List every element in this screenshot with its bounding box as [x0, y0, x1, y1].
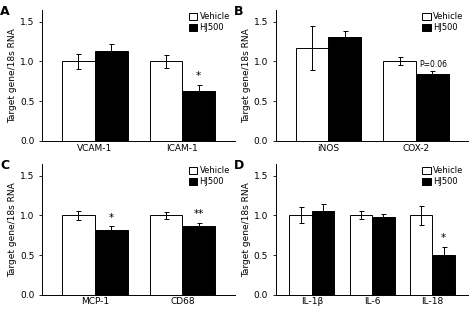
Legend: Vehicle, HJ500: Vehicle, HJ500: [421, 165, 464, 187]
Bar: [150, 215, 182, 295]
Text: D: D: [233, 158, 244, 172]
Bar: [182, 91, 215, 141]
Text: *: *: [441, 233, 446, 243]
Bar: [432, 255, 455, 295]
Text: C: C: [0, 158, 9, 172]
Text: *: *: [109, 212, 114, 222]
Text: **: **: [193, 209, 204, 219]
Legend: Vehicle, HJ500: Vehicle, HJ500: [188, 12, 231, 33]
Bar: [350, 215, 372, 295]
Bar: [296, 48, 328, 141]
Bar: [62, 61, 95, 141]
Text: *: *: [196, 71, 201, 81]
Y-axis label: Target gene/18s RNA: Target gene/18s RNA: [242, 182, 251, 277]
Bar: [328, 37, 361, 141]
Y-axis label: Target gene/18s RNA: Target gene/18s RNA: [242, 28, 251, 123]
Bar: [182, 226, 215, 295]
Text: B: B: [233, 5, 243, 18]
Bar: [290, 215, 312, 295]
Legend: Vehicle, HJ500: Vehicle, HJ500: [421, 12, 464, 33]
Y-axis label: Target gene/18s RNA: Target gene/18s RNA: [9, 28, 18, 123]
Legend: Vehicle, HJ500: Vehicle, HJ500: [188, 165, 231, 187]
Bar: [150, 61, 182, 141]
Bar: [416, 74, 448, 141]
Text: P=0.06: P=0.06: [419, 60, 447, 69]
Bar: [312, 212, 335, 295]
Bar: [95, 230, 128, 295]
Text: A: A: [0, 5, 9, 18]
Bar: [62, 215, 95, 295]
Bar: [410, 215, 432, 295]
Bar: [95, 51, 128, 141]
Y-axis label: Target gene/18s RNA: Target gene/18s RNA: [9, 182, 18, 277]
Bar: [372, 217, 394, 295]
Bar: [383, 61, 416, 141]
